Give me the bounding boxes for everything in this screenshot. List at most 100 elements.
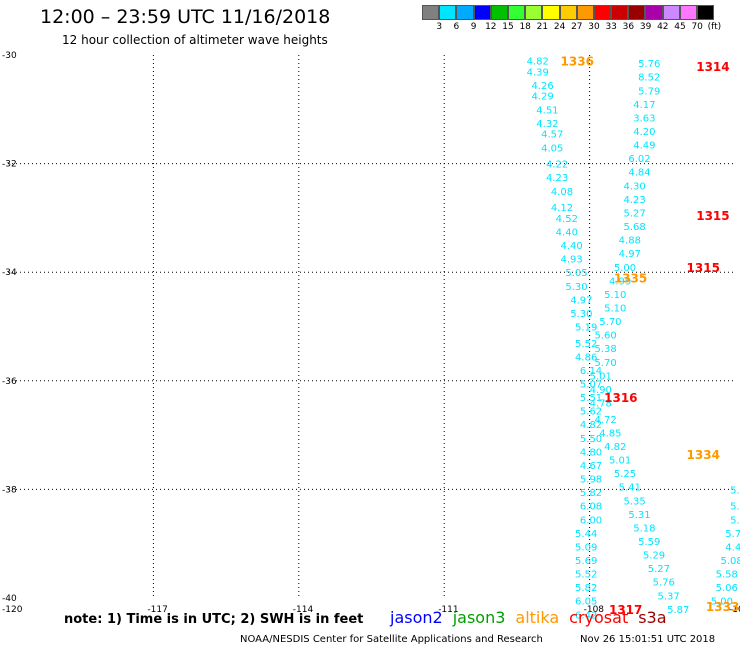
track-id-label: 1335 [614, 272, 647, 286]
wave-height-value: 4.57 [541, 130, 563, 141]
wave-height-value: 4.82 [527, 56, 549, 67]
credit-text: NOAA/NESDIS Center for Satellite Applica… [240, 634, 543, 645]
y-tick-label: -34 [2, 268, 17, 278]
satellite-label: s3a [638, 608, 667, 627]
wave-height-value: 4.05 [541, 143, 563, 154]
legend-swatch [439, 5, 457, 20]
wave-height-value: 5.18 [633, 523, 655, 534]
wave-height-value: 5.00 [711, 597, 733, 608]
wave-height-value: 4.78 [590, 399, 612, 410]
wave-height-value: 4.30 [624, 181, 646, 192]
y-tick-label: -40 [2, 594, 17, 604]
wave-height-value: 5.01 [609, 456, 631, 467]
wave-height-value: 5.87 [667, 605, 689, 616]
wave-height-value: 5.76 [653, 578, 675, 589]
wave-height-value: 5.7 [725, 529, 740, 540]
wave-height-value: 4.22 [546, 160, 568, 171]
wave-height-value: 5.79 [638, 86, 660, 97]
wave-height-value: 5.44 [575, 529, 597, 540]
wave-height-value: 4.67 [580, 461, 602, 472]
legend-label: 9 [470, 22, 477, 32]
wave-height-value: 4.32 [536, 119, 558, 130]
y-tick-label: -32 [2, 160, 17, 170]
page-title: 12:00 – 23:59 UTC 11/16/2018 [40, 6, 331, 28]
wave-height-value: 4.99 [609, 276, 631, 287]
wave-height-value: 5.37 [657, 591, 679, 602]
wave-height-value: 6.05 [575, 597, 597, 608]
legend-swatch [611, 5, 629, 20]
wave-height-value: 5.51 [580, 393, 602, 404]
wave-height-value: 4.97 [570, 295, 592, 306]
x-tick-label: -111 [438, 605, 458, 615]
wave-height-value: 5.69 [575, 556, 597, 567]
wave-height-value: 4.29 [531, 92, 553, 103]
color-legend-labels: 3 6 9 12 15 18 21 24 27 30 33 36 39 42 45 70 (ft) [422, 22, 740, 34]
wave-height-value: 4.39 [527, 67, 549, 78]
wave-height-value: 6.14 [580, 366, 602, 377]
wave-height-value: 4.97 [619, 249, 641, 260]
y-tick-label: -30 [2, 51, 17, 61]
wave-height-value: 4.84 [628, 168, 650, 179]
legend-swatch [645, 5, 663, 20]
legend-swatch [697, 5, 715, 20]
wave-height-value: 5.7 [730, 502, 740, 513]
wave-height-value: 5.10 [604, 290, 626, 301]
track-id-label: 1336 [561, 54, 594, 68]
legend-swatch [456, 5, 474, 20]
wave-height-value: 4.85 [599, 428, 621, 439]
wave-height-value: 5.08 [720, 556, 740, 567]
wave-height-value: 4.08 [551, 187, 573, 198]
wave-height-value: 5.59 [638, 537, 660, 548]
x-tick-label: -120 [2, 605, 23, 615]
legend-swatch [507, 5, 526, 20]
wave-height-value: 5.19 [575, 323, 597, 334]
legend-swatch [490, 5, 508, 20]
wave-height-value: 5.01 [590, 371, 612, 382]
legend-swatch [422, 5, 440, 20]
wave-height-value: 4.88 [619, 236, 641, 247]
legend-swatch [679, 5, 697, 20]
wave-height-value: 4.40 [561, 241, 583, 252]
wave-height-value: 4.12 [551, 203, 573, 214]
wave-height-value: 5.68 [624, 222, 646, 233]
wave-height-value: 3.63 [633, 113, 655, 124]
x-tick-label: -108 [584, 605, 605, 615]
legend-swatch [593, 5, 612, 20]
legend-label: 18 [519, 22, 531, 32]
x-tick-label: -105 [729, 605, 740, 615]
wave-height-value: 4.41 [725, 542, 740, 553]
track-id-label: 1317 [609, 603, 642, 617]
track-id-label: 1316 [604, 391, 637, 405]
wave-height-value: 5.27 [648, 564, 670, 575]
satellite-label: jason2 [390, 608, 443, 627]
wave-height-value: 5.82 [580, 488, 602, 499]
wave-height-value: 4.51 [536, 105, 558, 116]
wave-height-value: 4.17 [633, 100, 655, 111]
legend-swatch [576, 5, 594, 20]
wave-height-value: 4.80 [580, 447, 602, 458]
legend-label: 45 [674, 22, 686, 32]
legend-label: 21 [536, 22, 549, 32]
legend-swatch [559, 5, 577, 20]
legend-swatch [542, 5, 560, 20]
legend-label: (ft) [707, 22, 722, 32]
x-tick-label: -117 [147, 605, 167, 615]
wave-height-value: 5. [730, 485, 740, 496]
timestamp-text: Nov 26 15:01:51 UTC 2018 [580, 634, 716, 645]
y-tick-label: -38 [2, 485, 17, 495]
wave-height-value: 5.27 [624, 208, 646, 219]
legend-label: 30 [588, 22, 600, 32]
wave-height-value: 5.00 [614, 263, 636, 274]
wave-height-value: 5.82 [575, 583, 597, 594]
wave-height-value: 4.90 [590, 385, 612, 396]
wave-height-value: 5.10 [604, 303, 626, 314]
legend-label: 6 [453, 22, 460, 32]
wave-height-value: 4.23 [624, 195, 646, 206]
wave-height-value: 4.49 [633, 141, 655, 152]
wave-height-value: 5.30 [565, 282, 587, 293]
x-tick-label: -114 [293, 605, 314, 615]
wave-height-value: 4.72 [594, 415, 616, 426]
wave-height-value: 5.70 [594, 358, 616, 369]
track-id-label: 1315 [696, 209, 729, 223]
legend-label: 70 [691, 22, 703, 32]
